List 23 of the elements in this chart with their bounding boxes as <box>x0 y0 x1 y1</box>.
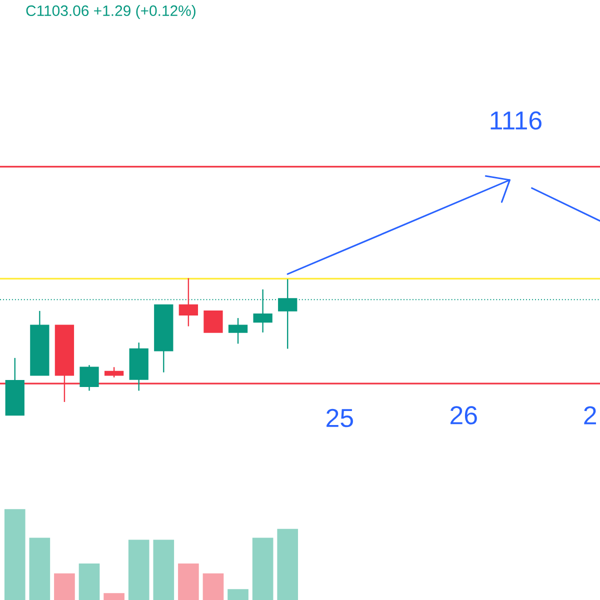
bar <box>277 528 298 600</box>
bar <box>153 540 174 600</box>
chart-title: C1103.06 +1.29 (+0.12%) <box>26 5 196 19</box>
text: 26 <box>450 406 477 424</box>
candlestick <box>178 278 198 327</box>
bar <box>252 538 274 600</box>
candlestick <box>228 317 248 344</box>
bar <box>178 563 199 600</box>
bar <box>29 538 50 600</box>
text: 25 <box>326 408 353 428</box>
bar <box>54 573 75 600</box>
text: 2 <box>584 406 596 424</box>
bar <box>202 573 224 600</box>
text: 1116 <box>490 111 542 130</box>
bar <box>128 540 150 600</box>
candlestick <box>80 364 99 392</box>
candlestick <box>104 366 124 378</box>
candlestick <box>204 310 223 333</box>
bar <box>104 593 124 600</box>
bar <box>4 509 26 600</box>
bar <box>78 563 100 600</box>
bar <box>228 589 248 600</box>
candlestick <box>278 278 298 350</box>
